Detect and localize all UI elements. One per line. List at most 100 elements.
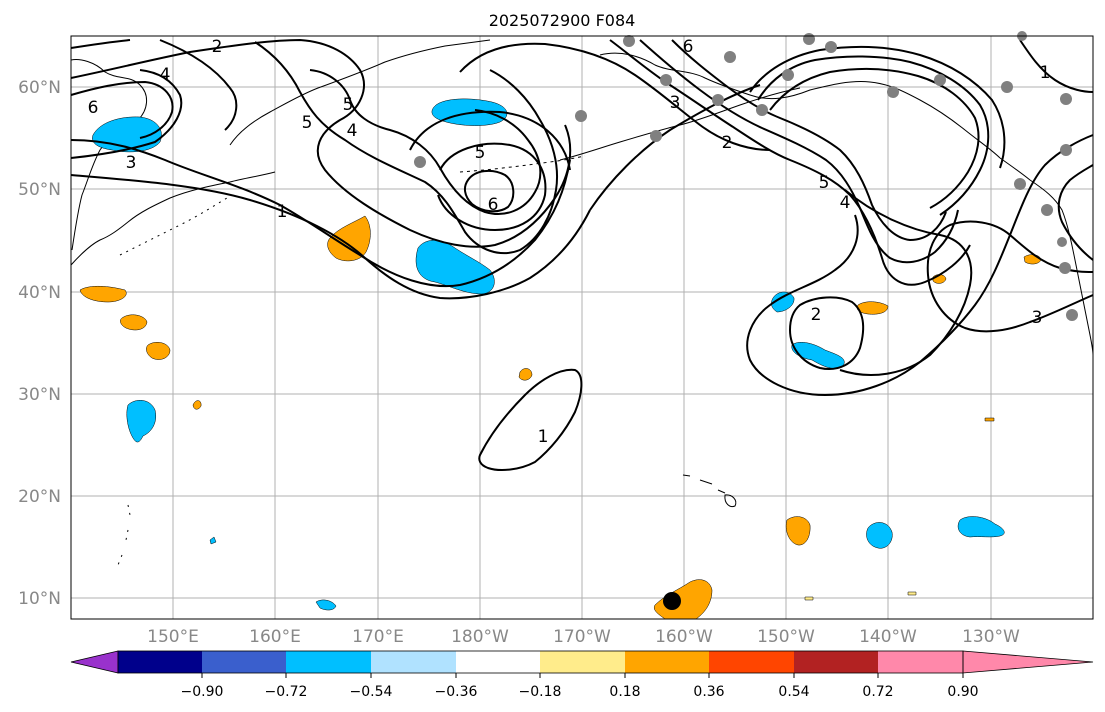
station-marker <box>934 74 946 86</box>
pos-anomaly-6 <box>192 400 202 410</box>
marianas-dots <box>117 504 131 566</box>
colorbar-tick-label: 0.18 <box>609 684 640 700</box>
map-frame <box>70 35 1094 620</box>
contour-outer-north-1 <box>70 38 572 248</box>
neg-anomaly-east-1 <box>771 291 795 313</box>
contour-5-west <box>309 69 542 215</box>
station-marker <box>1060 144 1072 156</box>
colorbar-tick-label: −0.90 <box>181 684 224 700</box>
lon-label: 170°E <box>352 627 404 647</box>
colorbar-tick-label: −0.72 <box>265 684 308 700</box>
colorbar-segment <box>118 651 202 673</box>
station-marker <box>724 51 736 63</box>
contour-north-west-1 <box>70 39 131 49</box>
pos-anomaly-3 <box>120 314 148 331</box>
lat-label: 60°N <box>18 78 61 98</box>
contour-2-east-ring <box>788 296 865 370</box>
station-marker <box>803 33 815 45</box>
lon-label: 180°W <box>451 627 509 647</box>
contour-label: 5 <box>343 95 354 115</box>
contour-outer-north-2 <box>70 80 174 139</box>
latitude-labels: 10°N 20°N 30°N 40°N 50°N 60°N <box>18 78 61 609</box>
lon-label: 170°W <box>553 627 611 647</box>
colorbar-tick-label: −0.36 <box>435 684 478 700</box>
contour-4-west <box>254 41 558 255</box>
pos-anomaly-9 <box>1023 254 1042 265</box>
colorbar-segment <box>456 651 540 673</box>
contour-label: 2 <box>722 133 733 153</box>
station-marker <box>575 110 587 122</box>
contour-east-outer <box>746 134 1094 397</box>
contour-2 <box>70 139 571 288</box>
contour-label: 1 <box>1040 63 1051 83</box>
siberia-coastline <box>229 39 491 146</box>
colorbar-segment <box>709 651 794 673</box>
colorbar-low-extend <box>70 650 119 674</box>
station-marker <box>1014 178 1026 190</box>
colorbar-segment <box>625 651 709 673</box>
colorbar-tick-label: 0.90 <box>947 684 978 700</box>
asia-coastline <box>70 171 276 266</box>
contour-label: 2 <box>212 37 223 57</box>
longitude-labels: 150°E 160°E 170°E 180°W 170°W 160°W 150°… <box>147 627 1020 647</box>
station-marker <box>825 41 837 53</box>
contour-alaska-4 <box>757 55 990 216</box>
station-marker <box>1059 262 1071 274</box>
contour-label: 1 <box>277 202 288 222</box>
colorbar-segment <box>286 651 371 673</box>
colorbar-segment <box>540 651 625 673</box>
alaska-coastline <box>599 52 1001 159</box>
contour-3-east <box>926 220 1094 333</box>
lat-label: 30°N <box>18 385 61 405</box>
lon-label: 160°E <box>249 627 301 647</box>
station-marker <box>660 74 672 86</box>
colorbar-tick-label: 0.54 <box>778 684 809 700</box>
contour-1-north <box>70 174 591 300</box>
colorbar-segment <box>794 651 878 673</box>
neg-anomaly-tiny-1 <box>315 599 337 611</box>
contour-alaska-3 <box>671 39 947 242</box>
contour-top-bering <box>459 42 771 151</box>
contour-north-east <box>1019 39 1094 93</box>
pos-anomaly-4 <box>146 342 171 360</box>
contour-label: 5 <box>475 143 486 163</box>
contour-label: 6 <box>88 98 99 118</box>
colorbar: −0.90 −0.72 −0.54 −0.36 −0.18 0.18 0.36 … <box>70 650 1094 700</box>
lon-label: 150°E <box>147 627 199 647</box>
colorbar-segment <box>878 651 963 673</box>
station-marker <box>623 35 635 47</box>
contour-lines <box>70 38 1094 471</box>
contour-label: 6 <box>683 37 694 57</box>
contour-6-center <box>463 169 515 213</box>
contour-label: 6 <box>488 195 499 215</box>
graticule <box>71 36 1093 619</box>
colorbar-segment <box>202 651 286 673</box>
station-marker <box>1041 204 1053 216</box>
station-marker <box>1001 81 1013 93</box>
contour-label: 5 <box>819 173 830 193</box>
contour-1-east <box>589 84 761 211</box>
colorbar-tick-label: −0.18 <box>519 684 562 700</box>
contour-label: 2 <box>811 305 822 325</box>
pos-anomaly-10 <box>785 516 811 546</box>
contour-label: 3 <box>126 153 137 173</box>
contour-center-ring-2 <box>409 110 571 171</box>
contour-outer-north-3 <box>159 39 238 131</box>
lon-label: 140°W <box>859 627 917 647</box>
contour-3 <box>70 69 183 159</box>
contour-center-ring-1 <box>437 142 547 232</box>
shaded-anomalies <box>79 98 1042 620</box>
contour-label: 3 <box>1032 308 1043 328</box>
map-title: 2025072900 F084 <box>489 11 636 30</box>
colorbar-ticks <box>201 673 964 678</box>
hawaii-islands <box>682 474 737 507</box>
station-marker <box>756 104 768 116</box>
pos-anomaly-5 <box>518 368 533 381</box>
contour-labels: 2 4 6 3 5 4 5 6 1 5 3 6 2 5 4 1 2 3 1 <box>88 37 1051 447</box>
neg-anomaly-tiny-2 <box>209 536 217 545</box>
contour-label: 4 <box>160 65 171 85</box>
contour-label: 4 <box>347 121 358 141</box>
north-america-coastline <box>999 157 1094 356</box>
station-marker <box>1060 93 1072 105</box>
